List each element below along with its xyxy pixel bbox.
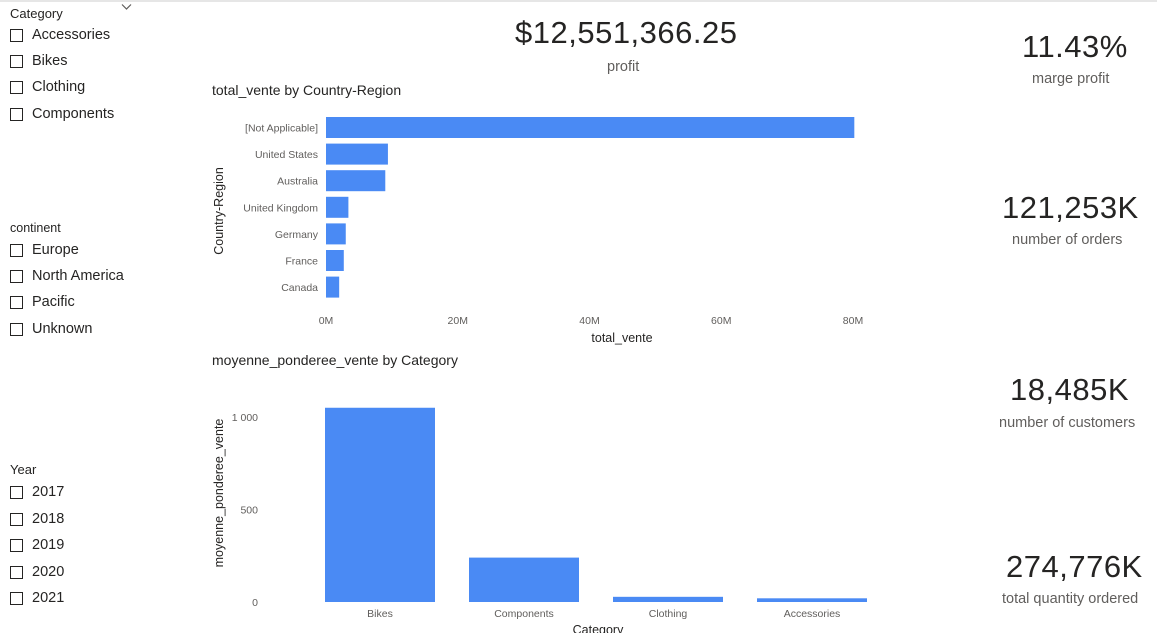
option-label: 2021	[32, 590, 65, 606]
option-label: 2019	[32, 537, 65, 553]
checkbox[interactable]	[10, 538, 23, 552]
customers-card-label: number of customers	[999, 415, 1136, 431]
x-tick-label: 20M	[448, 315, 468, 327]
checkbox[interactable]	[10, 295, 23, 309]
profit-card-label: profit	[607, 59, 640, 75]
category-chart-title: moyenne_ponderee_vente by Category	[212, 352, 458, 368]
checkbox[interactable]	[10, 322, 23, 336]
bar-bikes	[325, 407, 435, 602]
country-bar-chart: [Not Applicable] United States Australia Un…	[212, 117, 863, 345]
checkbox[interactable]	[10, 54, 23, 68]
category-tick-label: Australia	[277, 176, 318, 188]
country-chart-title: total_vente by Country-Region	[212, 82, 402, 98]
year-option-2017[interactable]: 2017	[10, 482, 64, 502]
continent-option-north-america[interactable]: North America	[10, 266, 124, 286]
category-tick-label: Accessories	[784, 608, 841, 620]
continent-option-europe[interactable]: Europe	[10, 240, 79, 260]
category-tick-label: France	[285, 256, 318, 268]
bar-not-applicable	[326, 117, 855, 138]
option-label: Components	[32, 106, 115, 122]
checkbox[interactable]	[10, 107, 23, 121]
continent-slicer-title: continent	[10, 221, 61, 235]
orders-card-value: 121,253K	[1002, 190, 1139, 225]
category-bar-chart: Bikes Components Clothing Accessories 0 500 1 …	[212, 407, 867, 633]
category-option-components[interactable]: Components	[10, 104, 114, 124]
profit-card-value: $12,551,366.25	[515, 15, 738, 50]
bar-france	[326, 250, 344, 271]
checkbox[interactable]	[10, 80, 23, 94]
category-option-bikes[interactable]: Bikes	[10, 51, 67, 71]
continent-option-unknown[interactable]: Unknown	[10, 319, 92, 339]
bar-united-states	[326, 143, 388, 165]
category-tick-label: Germany	[275, 229, 319, 241]
bar-united-kingdom	[326, 196, 349, 218]
marge-profit-card-label: marge profit	[1032, 71, 1110, 87]
quantity-card-value: 274,776K	[1006, 549, 1143, 584]
year-option-2021[interactable]: 2021	[10, 588, 64, 608]
checkbox[interactable]	[10, 512, 23, 526]
year-slicer-title: Year	[10, 462, 37, 477]
continent-slicer: continent Europe North America Pacific U…	[0, 215, 190, 345]
x-axis-title: total_vente	[591, 331, 652, 345]
year-slicer: Year 2017 2018 2019 2020 2021	[0, 455, 190, 615]
option-label: Bikes	[32, 53, 68, 69]
category-tick-label: Bikes	[367, 608, 393, 620]
checkbox[interactable]	[10, 565, 23, 579]
continent-option-pacific[interactable]: Pacific	[10, 292, 75, 312]
category-tick-label: United Kingdom	[243, 202, 318, 214]
checkbox[interactable]	[10, 243, 23, 257]
option-label: 2018	[32, 511, 65, 527]
y-tick-label: 0	[252, 597, 258, 609]
category-tick-label: [Not Applicable]	[245, 123, 318, 135]
option-label: North America	[32, 268, 124, 284]
category-slicer-title: Category	[10, 6, 63, 21]
checkbox[interactable]	[10, 591, 23, 605]
category-option-accessories[interactable]: Accessories	[10, 25, 110, 45]
option-label: 2020	[32, 564, 65, 580]
year-option-2018[interactable]: 2018	[10, 509, 64, 529]
bar-australia	[326, 170, 386, 192]
category-option-clothing[interactable]: Clothing	[10, 77, 85, 97]
x-tick-label: 60M	[711, 315, 731, 327]
x-tick-label: 40M	[579, 315, 599, 327]
orders-card-label: number of orders	[1012, 232, 1123, 248]
bar-canada	[326, 276, 340, 298]
category-tick-label: United States	[255, 149, 318, 161]
category-tick-label: Clothing	[649, 608, 688, 620]
bar-clothing	[613, 596, 723, 602]
checkbox[interactable]	[10, 28, 23, 42]
option-label: Pacific	[32, 294, 75, 310]
option-label: Unknown	[32, 321, 93, 337]
y-axis-title: moyenne_ponderee_vente	[212, 419, 226, 568]
checkbox[interactable]	[10, 269, 23, 283]
quantity-card-label: total quantity ordered	[1002, 591, 1139, 607]
option-label: Accessories	[32, 27, 111, 43]
x-axis-title: Category	[573, 623, 624, 633]
top-border	[0, 0, 1157, 2]
year-option-2020[interactable]: 2020	[10, 562, 64, 582]
y-tick-label: 1 000	[232, 412, 258, 424]
customers-card-value: 18,485K	[1010, 372, 1129, 407]
chevron-down-icon[interactable]	[121, 3, 132, 11]
option-label: Clothing	[32, 79, 86, 95]
bar-components	[469, 557, 579, 602]
category-tick-label: Canada	[281, 282, 318, 294]
option-label: Europe	[32, 242, 79, 258]
year-option-2019[interactable]: 2019	[10, 535, 64, 555]
x-tick-label: 0M	[319, 315, 334, 327]
category-tick-label: Components	[494, 608, 554, 620]
y-tick-label: 500	[240, 505, 258, 517]
bar-germany	[326, 223, 346, 245]
option-label: 2017	[32, 484, 65, 500]
marge-profit-card-value: 11.43%	[1022, 29, 1128, 64]
y-axis-title: Country-Region	[212, 167, 226, 255]
category-slicer: Category Accessories Bikes Clothing Comp…	[0, 0, 190, 130]
bar-accessories	[757, 598, 867, 602]
x-tick-label: 80M	[843, 315, 863, 327]
checkbox[interactable]	[10, 485, 23, 499]
